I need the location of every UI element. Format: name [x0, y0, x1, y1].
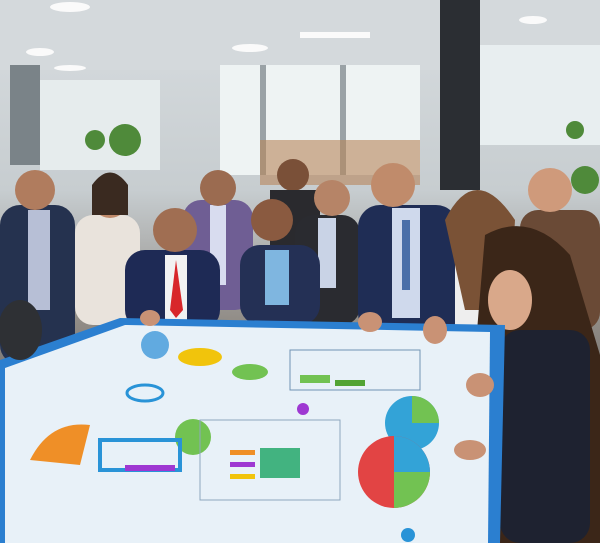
chair [0, 300, 42, 360]
people [0, 159, 600, 543]
touchscreen-table [0, 318, 505, 543]
hands [140, 310, 494, 460]
dashboard-graphics [30, 331, 439, 542]
ceiling-lights [26, 2, 547, 71]
plants [85, 121, 599, 194]
